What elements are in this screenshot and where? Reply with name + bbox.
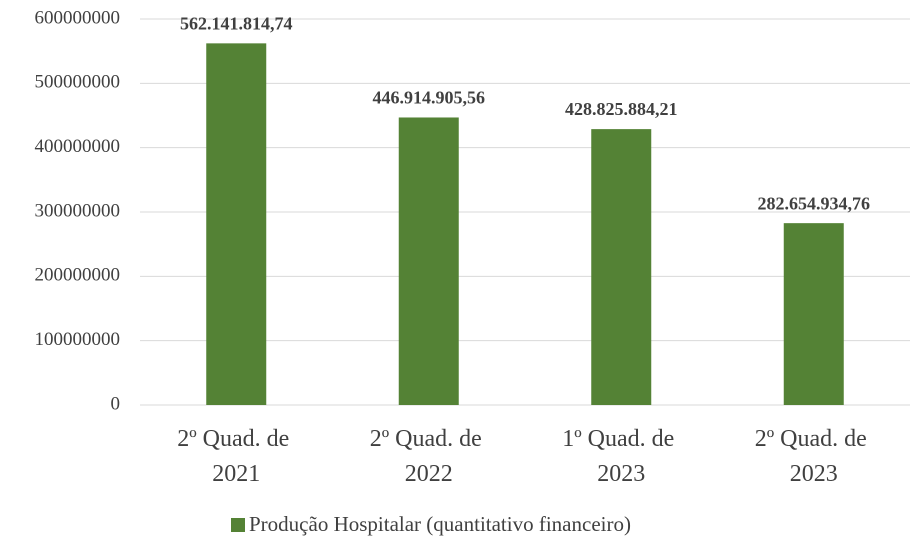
bar bbox=[398, 117, 459, 405]
data-label: 446.914.905,56 bbox=[373, 88, 486, 108]
legend-label: Produção Hospitalar (quantitativo financ… bbox=[249, 512, 631, 536]
legend-swatch bbox=[231, 518, 245, 532]
x-tick-label: 1º Quad. de 2023 bbox=[562, 426, 680, 487]
y-tick-label: 500000000 bbox=[35, 72, 121, 93]
bar bbox=[591, 129, 652, 405]
data-label: 282.654.934,76 bbox=[758, 193, 871, 213]
x-tick-label: 2º Quad. de 2021 bbox=[177, 426, 295, 487]
y-tick-label: 600000000 bbox=[35, 7, 121, 28]
y-tick-label: 100000000 bbox=[35, 329, 121, 350]
y-tick-label: 0 bbox=[111, 393, 121, 414]
x-tick-label: 2º Quad. de 2023 bbox=[755, 426, 873, 487]
y-tick-label: 200000000 bbox=[35, 265, 121, 286]
y-tick-label: 400000000 bbox=[35, 136, 121, 157]
data-label: 562.141.814,74 bbox=[180, 13, 293, 33]
x-tick-label: 2º Quad. de 2022 bbox=[370, 426, 488, 487]
bar bbox=[783, 223, 844, 405]
bar bbox=[206, 43, 267, 405]
y-tick-label: 300000000 bbox=[35, 200, 121, 221]
data-label: 428.825.884,21 bbox=[565, 99, 678, 119]
